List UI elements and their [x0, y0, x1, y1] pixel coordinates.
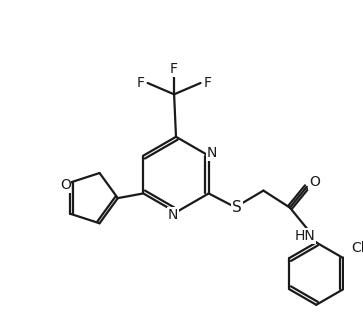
Text: N: N [168, 208, 178, 222]
Text: F: F [203, 76, 211, 90]
Text: N: N [206, 146, 217, 160]
Text: S: S [232, 200, 242, 215]
Text: F: F [170, 62, 178, 76]
Text: HN: HN [295, 229, 315, 243]
Text: O: O [309, 175, 320, 189]
Text: F: F [137, 76, 145, 90]
Text: Cl: Cl [351, 241, 363, 255]
Text: O: O [60, 178, 71, 192]
